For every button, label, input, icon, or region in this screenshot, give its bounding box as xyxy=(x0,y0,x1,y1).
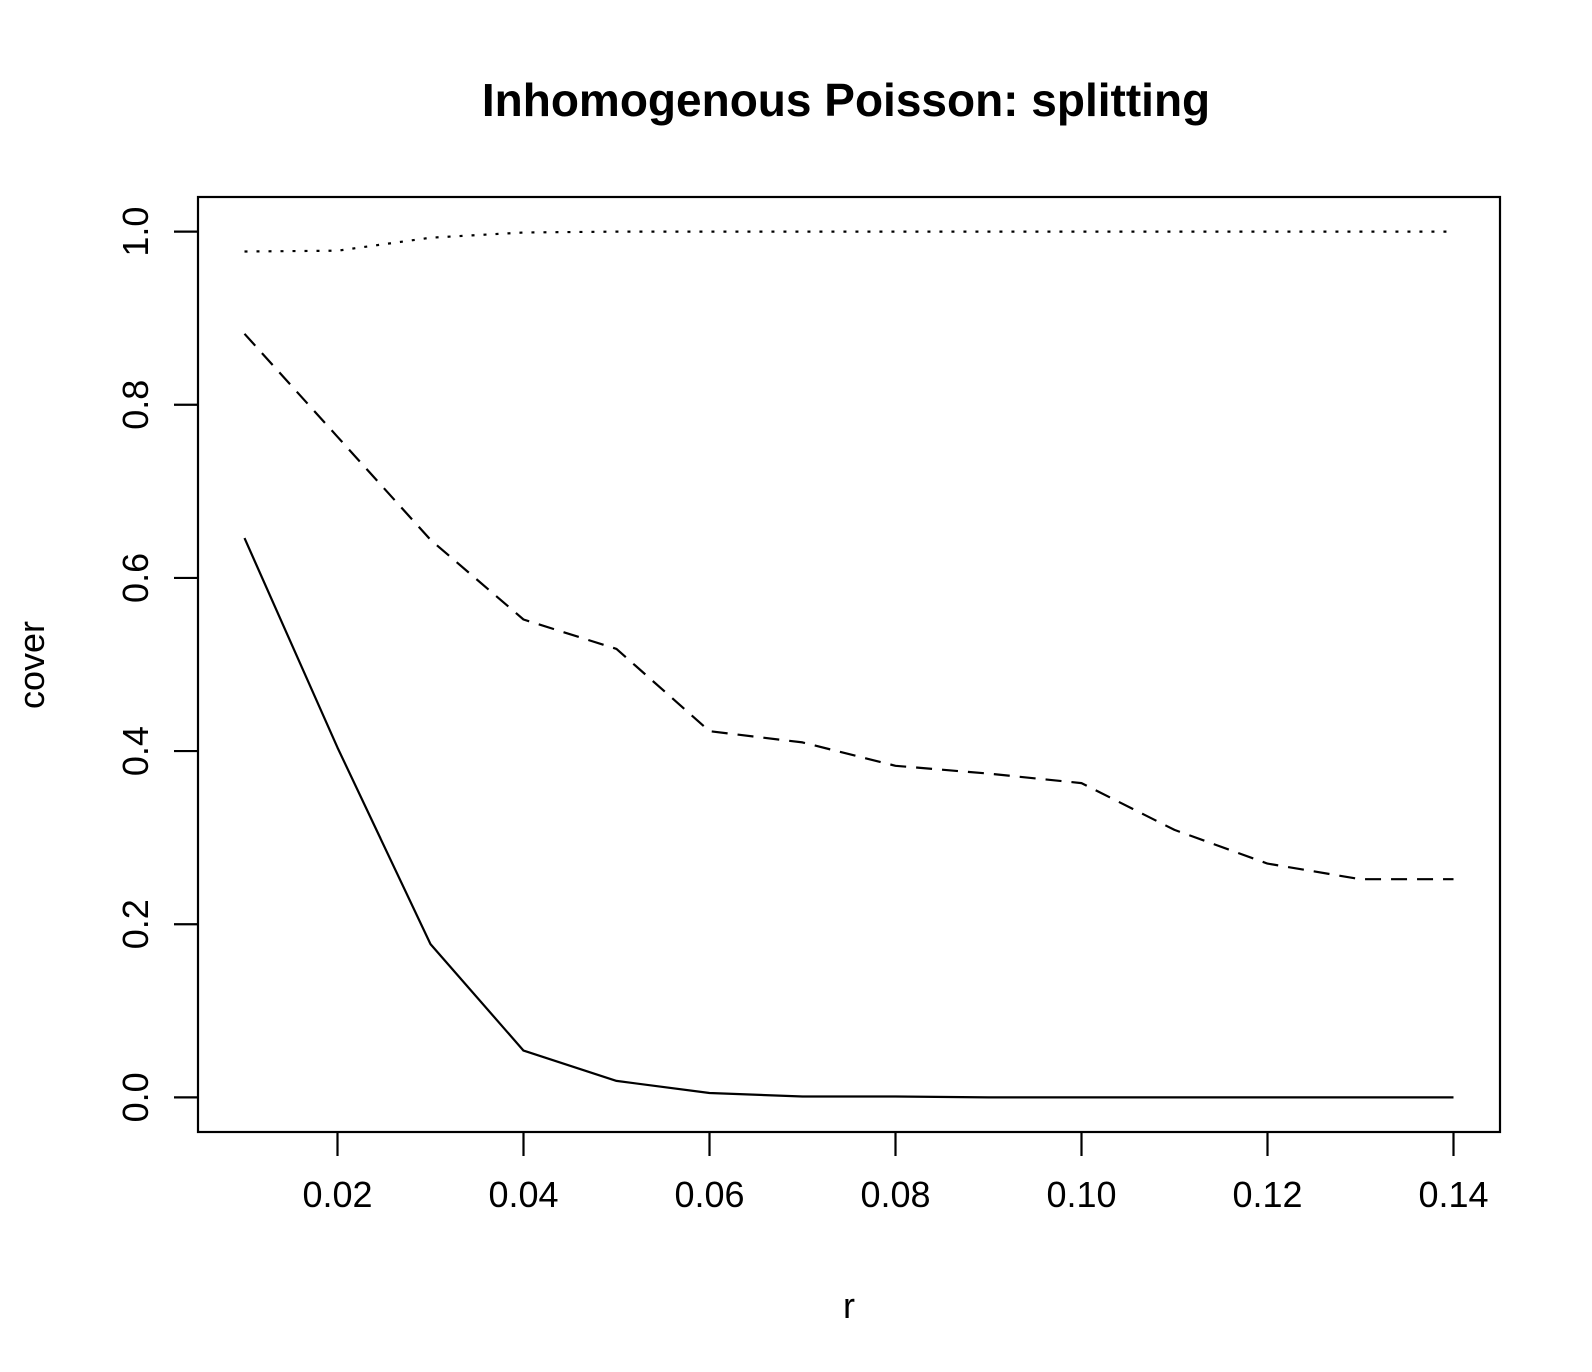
y-tick-label: 1.0 xyxy=(115,207,156,257)
x-axis: 0.02 0.04 0.06 0.08 0.10 0.12 0.14 xyxy=(302,1132,1489,1215)
y-axis: 0.0 0.2 0.4 0.6 0.8 1.0 xyxy=(115,207,198,1122)
y-tick-label: 0.0 xyxy=(115,1072,156,1122)
y-tick-label: 0.8 xyxy=(115,380,156,430)
x-tick-label: 0.10 xyxy=(1046,1174,1116,1215)
chart-title: Inhomogenous Poisson: splitting xyxy=(482,74,1210,126)
y-tick-label: 0.6 xyxy=(115,553,156,603)
x-tick-label: 0.12 xyxy=(1232,1174,1302,1215)
plot-frame xyxy=(196,195,1502,1134)
x-tick-label: 0.14 xyxy=(1418,1174,1488,1215)
y-tick-label: 0.2 xyxy=(115,899,156,949)
series-layer xyxy=(243,230,1454,1099)
series-line-solid xyxy=(243,537,1454,1099)
x-tick-label: 0.04 xyxy=(488,1174,558,1215)
x-tick-label: 0.02 xyxy=(302,1174,372,1215)
y-tick-label: 0.4 xyxy=(115,726,156,776)
x-tick-label: 0.06 xyxy=(674,1174,744,1215)
x-axis-label: r xyxy=(843,1285,855,1326)
y-axis-label: cover xyxy=(11,621,52,709)
series-line-dotted xyxy=(244,230,1454,253)
series-line-dashed xyxy=(243,333,1454,881)
x-tick-label: 0.08 xyxy=(860,1174,930,1215)
